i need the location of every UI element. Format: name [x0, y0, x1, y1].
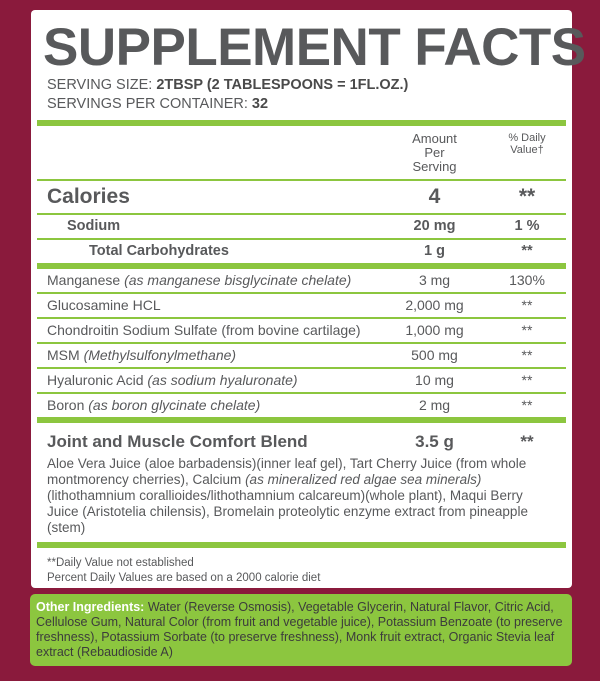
- blend-description: Aloe Vera Juice (aloe barbadensis)(inner…: [37, 456, 566, 542]
- fact-name: MSM (Methylsulfonylmethane): [37, 347, 372, 364]
- divider: [37, 367, 566, 369]
- name: Hyaluronic Acid: [47, 372, 144, 388]
- name: Manganese: [47, 272, 121, 288]
- serving-size-label: SERVING SIZE:: [47, 77, 153, 93]
- fact-name: Calories: [37, 184, 372, 210]
- servings-label: SERVINGS PER CONTAINER:: [47, 96, 248, 112]
- name: MSM: [47, 347, 80, 363]
- fact-name: Boron (as boron glycinate chelate): [37, 397, 372, 414]
- fact-name: Total Carbohydrates: [37, 243, 372, 260]
- divider: [37, 392, 566, 394]
- description-part: (as mineralized red algae sea minerals): [245, 472, 482, 487]
- servings-value: 32: [251, 96, 269, 112]
- fact-name: Joint and Muscle Comfort Blend: [37, 431, 372, 453]
- fact-name: Chondroitin Sodium Sulfate (from bovine …: [37, 322, 372, 339]
- divider: [37, 120, 566, 126]
- daily-value-header: % Daily Value†: [508, 132, 546, 156]
- name-note: (as boron glycinate chelate): [88, 397, 261, 413]
- fact-row: Sodium 20 mg 1 %: [37, 215, 566, 238]
- divider: [37, 417, 566, 423]
- divider: [37, 292, 566, 294]
- amount: 20 mg: [413, 218, 456, 234]
- other-ingredients-text: Water (Reverse Osmosis), Vegetable Glyce…: [36, 600, 563, 659]
- daily-value: **: [521, 372, 533, 388]
- name: Glucosamine HCL: [47, 297, 161, 313]
- fact-row: Boron (as boron glycinate chelate) 2 mg **: [37, 394, 566, 417]
- name-note: (as manganese bisglycinate chelate): [124, 272, 352, 288]
- description-part: (lithothamnium corallioides/lithothamniu…: [47, 488, 528, 535]
- fact-name: Hyaluronic Acid (as sodium hyaluronate): [37, 372, 372, 389]
- daily-value: **: [521, 397, 533, 413]
- amount: 500 mg: [411, 347, 458, 363]
- fact-row: Glucosamine HCL 2,000 mg **: [37, 294, 566, 317]
- fact-row: Hyaluronic Acid (as sodium hyaluronate) 1…: [37, 369, 566, 392]
- other-ingredients-label: Other Ingredients:: [36, 600, 145, 614]
- name: Sodium: [67, 218, 121, 234]
- name: Joint and Muscle Comfort Blend: [47, 432, 308, 451]
- divider: [37, 179, 566, 181]
- fact-name: Glucosamine HCL: [37, 297, 372, 314]
- amount: 1,000 mg: [405, 322, 464, 338]
- serving-size-value: 2TBSP (2 TABLESPOONS = 1FL.OZ.): [156, 77, 409, 93]
- footnotes: **Daily Value not established Percent Dai…: [37, 548, 566, 586]
- servings-per-container: SERVINGS PER CONTAINER: 32: [47, 95, 566, 114]
- divider: [37, 542, 566, 548]
- name: Boron: [47, 397, 85, 413]
- daily-value: **: [518, 185, 536, 208]
- amount: 3 mg: [418, 272, 451, 288]
- name-note: (as sodium hyaluronate): [147, 372, 298, 388]
- divider: [37, 342, 566, 344]
- facts-panel: SUPPLEMENT FACTS SERVING SIZE: 2TBSP (2 …: [31, 10, 586, 588]
- fact-row: Calories 4 **: [37, 181, 566, 213]
- daily-value: **: [521, 322, 533, 338]
- name-note: (Methylsulfonylmethane): [83, 347, 237, 363]
- name: Calories: [47, 185, 130, 208]
- amount: 10 mg: [415, 372, 454, 388]
- column-header: Amount Per Serving % Daily Value†: [37, 126, 566, 179]
- divider: [37, 213, 566, 215]
- serving-size: SERVING SIZE: 2TBSP (2 TABLESPOONS = 1FL…: [47, 76, 566, 95]
- daily-value: 130%: [509, 272, 545, 288]
- facts-body: Calories 4 ** Sodium 20 mg 1 % Total Carbohydr…: [37, 181, 566, 586]
- fact-row: Total Carbohydrates 1 g **: [37, 240, 566, 263]
- amount: 2,000 mg: [405, 297, 464, 313]
- daily-value: **: [521, 347, 533, 363]
- name: Total Carbohydrates: [89, 243, 229, 259]
- fact-row: Joint and Muscle Comfort Blend 3.5 g **: [37, 423, 566, 456]
- amount-header: Amount Per Serving: [412, 131, 457, 174]
- title: SUPPLEMENT FACTS: [43, 18, 586, 77]
- footnote: Percent Daily Values are based on a 2000…: [47, 572, 321, 584]
- daily-value: **: [521, 243, 533, 259]
- fact-name: Manganese (as manganese bisglycinate che…: [37, 272, 372, 289]
- amount: 1 g: [424, 243, 445, 259]
- description-part: Aloe Vera Juice (aloe barbadensis)(inner…: [47, 456, 527, 487]
- fact-row: MSM (Methylsulfonylmethane) 500 mg **: [37, 344, 566, 367]
- divider: [37, 263, 566, 269]
- fact-name: Sodium: [37, 218, 372, 235]
- divider: [37, 238, 566, 240]
- daily-value: 1 %: [514, 218, 540, 234]
- fact-row: Manganese (as manganese bisglycinate che…: [37, 269, 566, 292]
- name: Chondroitin Sodium Sulfate (from bovine …: [47, 322, 361, 338]
- amount: 3.5 g: [415, 432, 454, 451]
- amount: 2 mg: [418, 397, 451, 413]
- fact-row: Chondroitin Sodium Sulfate (from bovine …: [37, 319, 566, 342]
- divider: [37, 317, 566, 319]
- other-ingredients: Other Ingredients: Water (Reverse Osmosi…: [30, 594, 572, 666]
- footnote: **Daily Value not established: [47, 557, 194, 569]
- amount: 4: [428, 185, 441, 208]
- daily-value: **: [520, 432, 534, 451]
- daily-value: **: [521, 297, 533, 313]
